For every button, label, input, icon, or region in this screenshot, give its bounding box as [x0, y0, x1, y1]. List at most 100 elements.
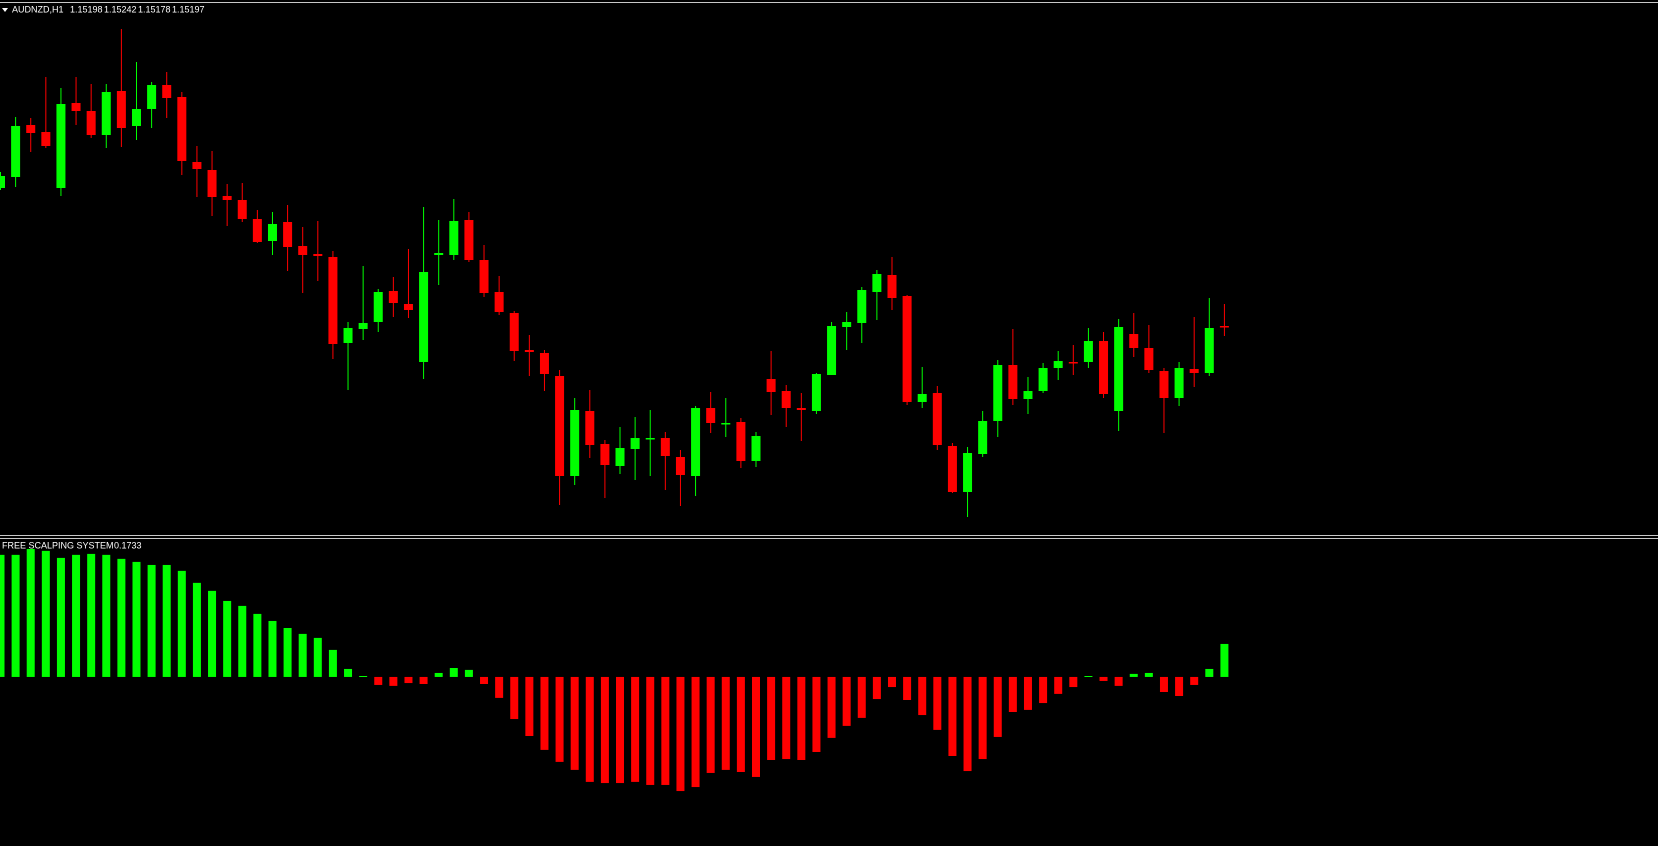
histogram-bar — [721, 676, 730, 770]
candle-body — [1099, 341, 1109, 394]
candle-body — [932, 393, 942, 445]
candle-body — [1129, 334, 1139, 348]
histogram-bar — [208, 590, 217, 677]
histogram-bar — [661, 676, 670, 785]
histogram-bar — [268, 620, 277, 677]
candle-body — [11, 126, 21, 177]
candle-body — [691, 408, 701, 476]
candle-body — [1083, 341, 1093, 362]
histogram-bar — [752, 676, 760, 777]
histogram-bar — [389, 676, 398, 686]
histogram-bar — [328, 649, 337, 677]
candle-body — [1053, 361, 1063, 368]
histogram-bar — [253, 613, 262, 677]
histogram-bar — [449, 668, 458, 677]
histogram-bar — [1099, 676, 1108, 681]
histogram-bar — [313, 637, 322, 677]
candle-body — [887, 275, 897, 298]
candle-body — [570, 410, 580, 476]
candle-body — [449, 221, 459, 255]
histogram-bar — [132, 561, 141, 677]
candle-body — [131, 109, 141, 126]
candle-body — [116, 91, 126, 128]
histogram-bar — [41, 550, 50, 677]
candle-body — [298, 246, 308, 255]
candle-body — [358, 323, 368, 329]
candle-body — [403, 304, 413, 310]
histogram-bar — [419, 676, 428, 684]
histogram-bar — [525, 676, 534, 736]
histogram-bar — [616, 676, 625, 784]
histogram-bar — [706, 676, 715, 773]
candle-body — [947, 446, 957, 492]
candle-body — [283, 222, 293, 247]
histogram-bar — [646, 676, 655, 785]
histogram-bar — [1159, 676, 1168, 692]
candle-body — [615, 448, 625, 466]
histogram-bar — [359, 676, 368, 677]
histogram-bar — [72, 554, 81, 677]
candle-body — [842, 322, 852, 327]
candle-body — [252, 219, 262, 242]
candle-body — [101, 92, 111, 135]
histogram-bar — [298, 633, 307, 677]
histogram-bar — [510, 676, 519, 720]
candle-body — [736, 422, 746, 461]
candle-body — [26, 125, 36, 133]
histogram-bar — [570, 676, 579, 770]
indicator-value: 0.1733 — [114, 540, 142, 550]
candle-body — [524, 350, 534, 352]
candle-body — [56, 104, 66, 188]
candle-body — [464, 220, 474, 260]
histogram-bar — [117, 558, 126, 677]
candle-body — [0, 176, 5, 188]
candle-body — [313, 254, 323, 256]
candle-body — [509, 313, 519, 351]
candle-body — [419, 272, 429, 362]
menu-arrow[interactable] — [2, 8, 8, 12]
open-value: 1.15198 — [70, 4, 103, 14]
candle-body — [539, 353, 549, 374]
candle-body — [781, 391, 791, 408]
candle-body — [796, 408, 806, 410]
histogram-bar — [464, 669, 473, 677]
histogram-bar — [600, 676, 609, 784]
histogram-bar — [404, 676, 413, 684]
candle-body — [555, 376, 565, 476]
histogram-bar — [1039, 676, 1048, 704]
candle-body — [721, 423, 731, 425]
candle-body — [1114, 327, 1124, 411]
histogram-bar — [1069, 676, 1078, 688]
histogram-bar — [162, 564, 171, 677]
histogram-bar — [887, 676, 896, 688]
histogram-bar — [1129, 673, 1138, 677]
candle-body — [162, 85, 172, 98]
histogram-bar — [918, 676, 927, 716]
histogram-bar — [283, 628, 292, 677]
candle-body — [675, 457, 685, 475]
histogram-bar — [978, 676, 987, 760]
histogram-bar — [963, 676, 972, 772]
candle-body — [328, 257, 338, 344]
histogram-bar — [585, 676, 594, 782]
histogram-bar — [948, 676, 957, 756]
candle-body — [1144, 348, 1154, 370]
candle-body — [41, 132, 51, 146]
candle-body — [751, 436, 761, 461]
candle-body — [827, 326, 837, 375]
candle-body — [343, 328, 353, 343]
histogram-bar — [1175, 676, 1184, 696]
candle-body — [600, 444, 610, 465]
symbol-title: AUDNZD,H1 — [12, 4, 64, 14]
candle-body — [494, 292, 504, 312]
candle-body — [1219, 326, 1229, 328]
histogram-bar — [87, 553, 96, 677]
histogram-bar — [344, 668, 353, 677]
histogram-bar — [26, 548, 35, 677]
histogram-bar — [11, 554, 20, 677]
histogram-bar — [374, 676, 383, 685]
candle-body — [660, 438, 670, 456]
histogram-bar — [192, 582, 201, 677]
histogram-bar — [495, 676, 504, 698]
